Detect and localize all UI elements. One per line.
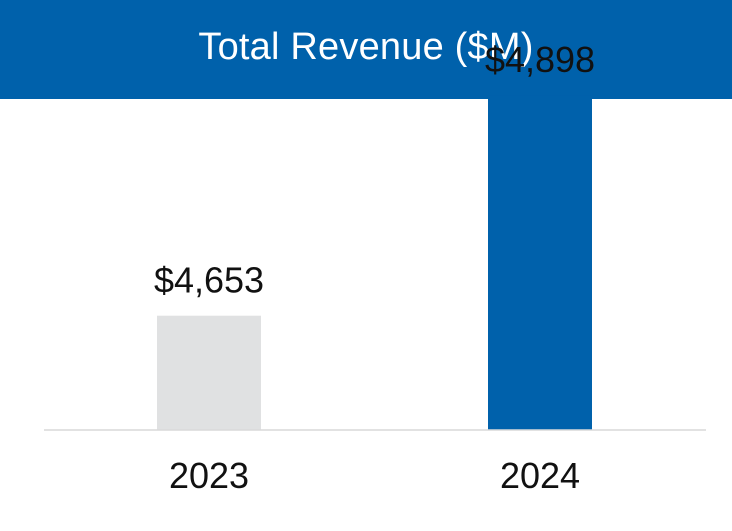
- data-label-2023: $4,653: [154, 260, 264, 301]
- labels-layer: $4,653 2023 $4,898 2024: [154, 39, 595, 496]
- bar-2024: [488, 95, 592, 430]
- data-label-2024: $4,898: [485, 39, 595, 80]
- chart-title-banner: Total Revenue ($M): [0, 0, 732, 99]
- bars-layer: [157, 95, 592, 430]
- x-tick-label-2024: 2024: [500, 455, 580, 496]
- bar-2023: [157, 315, 261, 430]
- x-tick-label-2023: 2023: [169, 455, 249, 496]
- chart-title: Total Revenue ($M): [198, 26, 534, 68]
